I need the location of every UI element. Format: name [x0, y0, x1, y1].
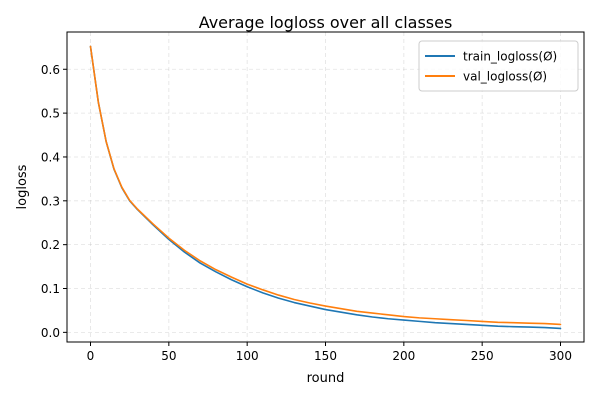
series-group	[89, 45, 562, 330]
x-tick-label: 50	[161, 349, 176, 363]
x-tick-label: 300	[549, 349, 572, 363]
y-tick-label: 0.3	[41, 194, 60, 208]
x-tick-label: 0	[87, 349, 95, 363]
y-tick-label: 0.1	[41, 282, 60, 296]
x-tick-label: 100	[236, 349, 259, 363]
y-axis-ticks: 0.0 0.1 0.2 0.3 0.4 0.5 0.6	[41, 63, 67, 340]
x-axis-label: round	[307, 371, 345, 386]
chart-title: Average logloss over all classes	[199, 13, 453, 32]
x-axis-ticks: 0 50 100 150 200 250 300	[87, 342, 572, 363]
x-tick-label: 200	[392, 349, 415, 363]
y-tick-label: 0.6	[41, 63, 60, 77]
x-tick-label: 250	[471, 349, 494, 363]
y-axis-label: logloss	[15, 164, 30, 209]
legend-label-train: train_logloss(Ø)	[463, 50, 557, 64]
legend: train_logloss(Ø) val_logloss(Ø)	[418, 40, 579, 92]
y-tick-label: 0.4	[41, 150, 60, 164]
legend-label-val: val_logloss(Ø)	[463, 70, 547, 84]
x-tick-label: 150	[314, 349, 337, 363]
legend-box	[418, 40, 579, 92]
y-tick-label: 0.0	[41, 326, 60, 340]
y-tick-label: 0.5	[41, 107, 60, 121]
series-line-val	[89, 45, 562, 326]
y-tick-label: 0.2	[41, 238, 60, 252]
